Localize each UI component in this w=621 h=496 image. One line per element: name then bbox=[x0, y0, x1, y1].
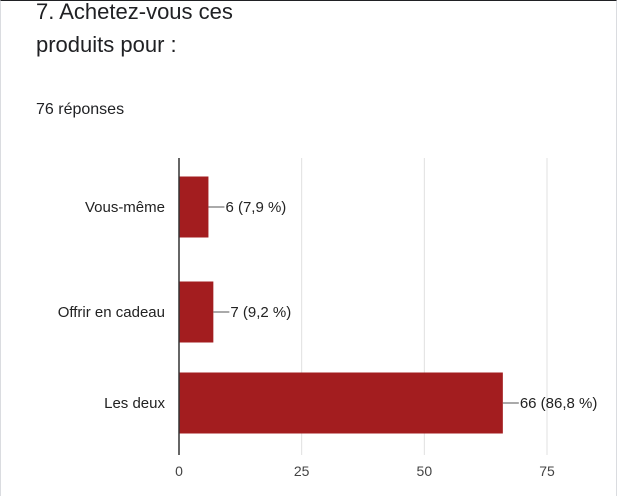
value-label-2: 66 (86,8 %) bbox=[520, 395, 598, 412]
value-label-1: 7 (9,2 %) bbox=[230, 304, 291, 321]
bar-2 bbox=[179, 372, 503, 434]
bar-0 bbox=[179, 176, 209, 238]
question-title: 7. Achetez-vous ces produits pour : bbox=[36, 0, 436, 61]
category-label-2: Les deux bbox=[104, 395, 165, 412]
category-label-1: Offrir en cadeau bbox=[58, 304, 165, 321]
value-label-0: 6 (7,9 %) bbox=[225, 199, 286, 216]
x-tick-label-75: 75 bbox=[539, 463, 555, 479]
response-count: 76 réponses bbox=[36, 101, 125, 118]
question-title-line2: produits pour : bbox=[36, 32, 177, 57]
x-tick-label-25: 25 bbox=[294, 463, 310, 479]
bar-1 bbox=[179, 281, 214, 343]
x-tick-label-50: 50 bbox=[417, 463, 433, 479]
category-label-0: Vous-même bbox=[85, 199, 165, 216]
question-title-line1: 7. Achetez-vous ces bbox=[36, 0, 233, 24]
x-tick-label-0: 0 bbox=[175, 463, 183, 479]
